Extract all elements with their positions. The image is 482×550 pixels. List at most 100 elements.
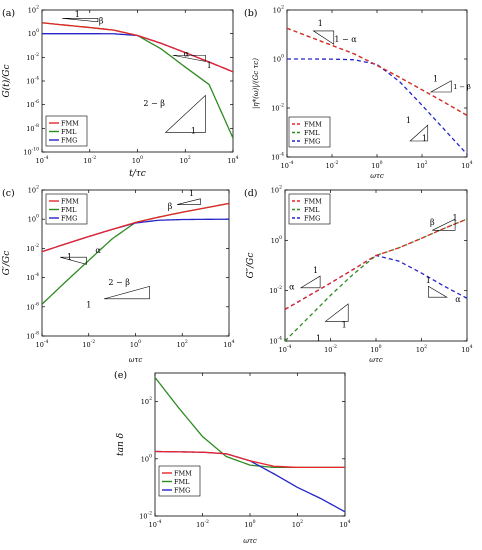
x-tick-label: 10-2 bbox=[196, 519, 209, 529]
y-tick-label: 10-4 bbox=[269, 336, 282, 346]
annotation: 1 bbox=[316, 334, 321, 343]
y-tick-label: 10-6 bbox=[26, 301, 39, 311]
x-axis-label: ωτc bbox=[129, 356, 143, 364]
panel-a: 10-4 10-2 100 102 104 10-10 10-8 10-6 10-4 10-2 10… bbox=[1, 5, 239, 180]
annotation: β bbox=[99, 17, 104, 26]
y-tick-label: 102 bbox=[271, 185, 282, 195]
slope-triangle bbox=[164, 94, 206, 133]
x-tick-label: 102 bbox=[177, 339, 188, 349]
slope-triangle bbox=[172, 54, 206, 62]
legend-label-fml: FML bbox=[61, 128, 77, 136]
annotation: 1 bbox=[406, 116, 411, 125]
x-axis-label: ωτc bbox=[243, 537, 257, 545]
y-tick-label: 102 bbox=[28, 185, 39, 195]
y-tick-label: 10-8 bbox=[26, 331, 39, 341]
legend-label-fmm: FMM bbox=[174, 469, 192, 477]
x-tick-label: 10-4 bbox=[281, 160, 294, 170]
legend-box bbox=[158, 465, 201, 497]
x-tick-label: 10-2 bbox=[326, 160, 339, 170]
legend-label-fmm: FMM bbox=[61, 119, 79, 127]
y-tick-label: 100 bbox=[273, 54, 284, 64]
annotation: 1 bbox=[426, 276, 431, 285]
x-axis-label: ωτc bbox=[370, 172, 384, 180]
annotation: 1 bbox=[189, 189, 194, 198]
series-line-fmm bbox=[285, 218, 467, 310]
y-tick-label: 100 bbox=[271, 235, 282, 245]
x-tick-label: 104 bbox=[227, 155, 238, 165]
x-tick-label: 100 bbox=[371, 160, 382, 170]
annotation: 1 bbox=[342, 320, 347, 329]
series-line-fml bbox=[155, 377, 345, 469]
x-axis-label: ωτc bbox=[369, 356, 383, 364]
x-tick-label: 102 bbox=[180, 155, 191, 165]
annotation: α bbox=[455, 295, 461, 304]
y-tick-label: 10-4 bbox=[26, 76, 39, 86]
annotation: α bbox=[289, 283, 295, 292]
x-tick-label: 10-4 bbox=[36, 339, 49, 349]
legend-label-fml: FML bbox=[304, 129, 320, 137]
legend-label-fml: FML bbox=[174, 478, 190, 486]
legend-label-fmg: FMG bbox=[174, 486, 190, 494]
annotation: 1 − α bbox=[334, 35, 357, 44]
panel-label: (d) bbox=[244, 188, 258, 199]
legend-label-fml: FML bbox=[304, 206, 320, 214]
y-tick-label: 100 bbox=[141, 453, 152, 463]
x-tick-label: 10-4 bbox=[149, 519, 162, 529]
legend-box bbox=[288, 116, 331, 148]
y-tick-label: 100 bbox=[28, 214, 39, 224]
series-line-fmm bbox=[155, 450, 345, 469]
x-tick-label: 100 bbox=[370, 344, 381, 354]
annotation: 1 − β bbox=[453, 83, 471, 91]
legend-label-fmm: FMM bbox=[61, 197, 79, 205]
y-tick-label: 10-2 bbox=[139, 511, 152, 521]
y-tick-label: 10-8 bbox=[26, 123, 39, 133]
panel-label: (e) bbox=[114, 370, 127, 381]
x-tick-label: 102 bbox=[416, 344, 427, 354]
panel-label: (c) bbox=[2, 188, 15, 199]
y-tick-label: 10-6 bbox=[26, 99, 39, 109]
y-axis-label: |η*(ω)|/(Gc τc) bbox=[252, 58, 260, 109]
legend-label-fmg: FMG bbox=[304, 137, 320, 145]
y-tick-label: 100 bbox=[28, 28, 39, 38]
annotation: 1 bbox=[453, 214, 458, 223]
legend-label-fmg: FMG bbox=[61, 136, 77, 144]
x-tick-label: 10-4 bbox=[36, 155, 49, 165]
y-axis-label: tan δ bbox=[116, 433, 126, 456]
series-line-fmg bbox=[287, 58, 467, 155]
legend-label-fmm: FMM bbox=[304, 197, 322, 205]
x-tick-label: 104 bbox=[339, 519, 350, 529]
panel-label: (a) bbox=[2, 8, 15, 19]
slope-triangle bbox=[103, 285, 150, 300]
y-axis-label: G′/Gc bbox=[2, 251, 12, 276]
x-tick-label: 102 bbox=[416, 160, 427, 170]
slope-triangle bbox=[176, 198, 201, 205]
annotation: α bbox=[95, 246, 101, 255]
annotation: 2 − β bbox=[143, 99, 165, 108]
y-tick-label: 10-4 bbox=[271, 152, 284, 162]
legend-label-fmg: FMG bbox=[304, 214, 320, 222]
annotation: 1 bbox=[313, 266, 318, 275]
panel-label: (b) bbox=[244, 8, 258, 19]
slope-triangle bbox=[62, 17, 99, 23]
slope-triangle bbox=[428, 285, 448, 298]
slope-triangle bbox=[60, 256, 87, 265]
y-tick-label: 10-2 bbox=[26, 52, 39, 62]
x-tick-label: 104 bbox=[461, 160, 472, 170]
series-line-fml bbox=[285, 218, 467, 341]
annotation: 2 − β bbox=[108, 278, 130, 287]
annotation: β bbox=[168, 202, 173, 211]
x-tick-label: 100 bbox=[130, 339, 141, 349]
y-tick-label: 10-4 bbox=[26, 272, 39, 282]
x-tick-label: 10-2 bbox=[83, 155, 96, 165]
x-tick-label: 10-2 bbox=[82, 339, 95, 349]
annotation: β bbox=[430, 218, 435, 227]
slope-triangle bbox=[432, 218, 456, 231]
slope-triangle bbox=[324, 303, 349, 322]
y-tick-label: 102 bbox=[28, 5, 39, 15]
series-line-fmm bbox=[42, 202, 229, 253]
y-tick-label: 102 bbox=[141, 396, 152, 406]
annotation: 1 bbox=[422, 134, 427, 143]
slope-triangle bbox=[409, 124, 429, 142]
